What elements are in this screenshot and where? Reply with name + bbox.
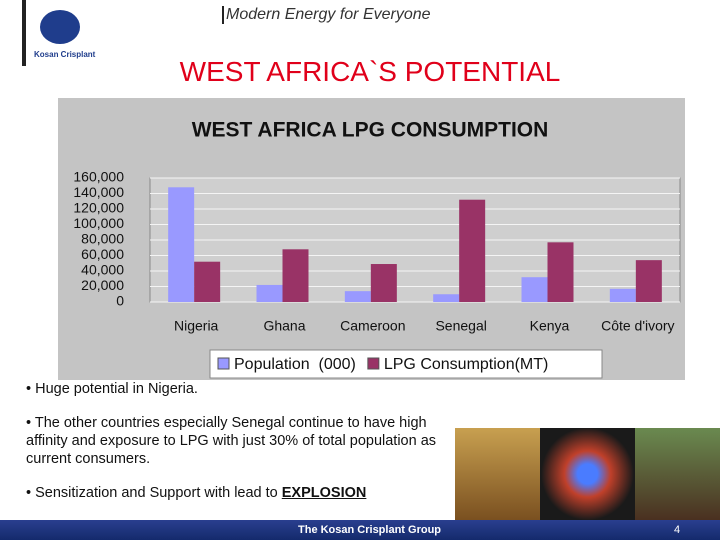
bar — [370, 264, 397, 302]
bar — [194, 261, 221, 302]
burner-photo — [540, 428, 635, 520]
legend-swatch — [217, 357, 230, 370]
bar — [168, 187, 195, 302]
x-tick-label: Senegal — [435, 318, 486, 334]
bar — [521, 277, 548, 302]
bar — [547, 242, 574, 302]
x-tick-label: Cameroon — [340, 318, 405, 334]
footer-group: The Kosan Crisplant Group — [298, 524, 442, 536]
footer: The Kosan Crisplant Group 4 — [0, 520, 720, 540]
y-tick-label: 160,000 — [73, 169, 124, 185]
chart-title: WEST AFRICA LPG CONSUMPTION — [192, 119, 549, 142]
bullet-text: Sensitization and Support with lead to — [35, 485, 282, 501]
y-tick-label: 60,000 — [81, 246, 124, 262]
y-tick-label: 20,000 — [81, 277, 124, 293]
legend-label: LPG Consumption(MT) — [384, 356, 549, 373]
y-tick-label: 0 — [116, 293, 124, 309]
tagline: Modern Energy for Everyone — [222, 6, 431, 24]
legend-label: Population (000) — [234, 356, 356, 373]
lion-photo — [455, 428, 540, 520]
legend-swatch — [367, 357, 380, 370]
y-tick-label: 120,000 — [73, 200, 124, 216]
x-tick-label: Nigeria — [174, 318, 219, 334]
bullet: The other countries especially Senegal c… — [26, 414, 446, 468]
logo-text: Kosan Crisplant — [34, 50, 96, 59]
bar — [433, 294, 460, 302]
bullet-list: Huge potential in Nigeria. The other cou… — [26, 380, 446, 518]
bullet-emphasis: EXPLOSION — [281, 485, 367, 501]
bullet: Huge potential in Nigeria. — [26, 380, 446, 398]
y-tick-label: 100,000 — [73, 215, 124, 231]
x-tick-label: Côte d'ivory — [601, 318, 674, 334]
bar — [256, 284, 283, 302]
x-tick-label: Ghana — [263, 318, 305, 334]
x-tick-label: Kenya — [530, 318, 570, 334]
bar — [459, 199, 486, 302]
bar — [282, 249, 309, 302]
y-tick-label: 140,000 — [73, 184, 124, 200]
legend-box — [209, 349, 603, 379]
y-tick-label: 80,000 — [81, 231, 124, 247]
page-number: 4 — [674, 524, 681, 536]
bar — [609, 288, 636, 302]
slide-title: WEST AFRICA`S POTENTIAL — [179, 56, 561, 87]
bullet: Sensitization and Support with lead to E… — [26, 484, 446, 502]
bar — [635, 260, 662, 302]
y-tick-label: 40,000 — [81, 262, 124, 278]
logo: Kosan Crisplant — [22, 0, 98, 66]
children-photo — [635, 428, 720, 520]
bar — [344, 291, 371, 302]
